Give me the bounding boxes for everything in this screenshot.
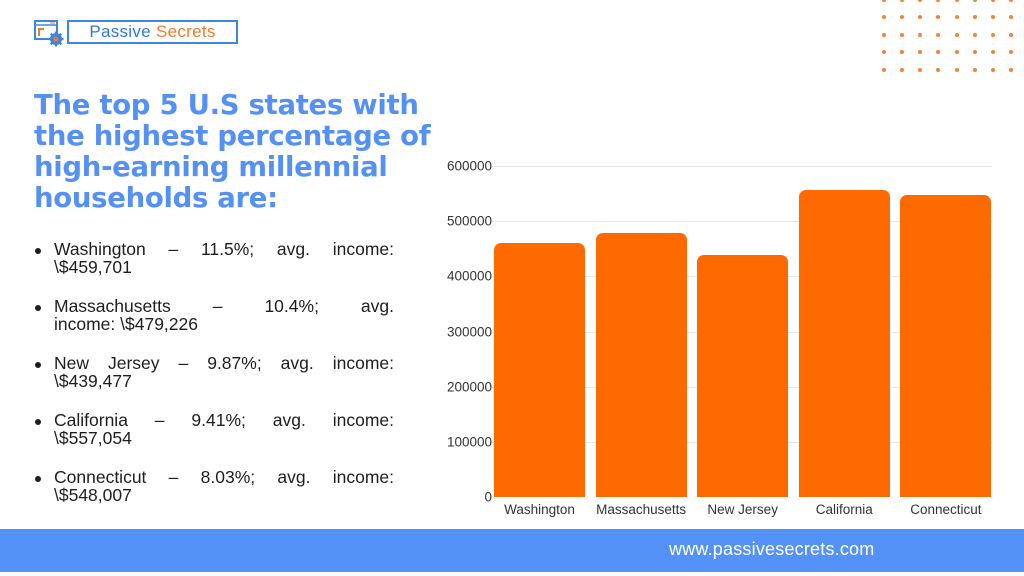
decorative-dot [973, 68, 977, 72]
decorative-dot [918, 68, 922, 72]
bar-california[interactable] [798, 189, 890, 497]
bar-washington[interactable] [494, 243, 585, 497]
decorative-dot [1009, 0, 1013, 2]
decorative-dot [991, 33, 995, 37]
list-item-washington: Washington – 11.5%; avg. income: \$459,7… [34, 240, 394, 276]
list-item-massachusetts: Massachusetts – 10.4%; avg. income: \$47… [34, 297, 394, 333]
footer-bar: www.passivesecrets.com [0, 529, 1024, 572]
footer-website-link[interactable]: www.passivesecrets.com [669, 539, 875, 559]
x-axis-category-label: California [815, 502, 873, 517]
list-item-income: income: \$479,226 [54, 314, 198, 334]
decorative-dot [936, 50, 940, 54]
decorative-dot [973, 33, 977, 37]
state-list: Washington – 11.5%; avg. income: \$459,7… [34, 240, 394, 525]
decorative-dot [882, 15, 886, 19]
decorative-dot [936, 33, 940, 37]
y-axis-tick-label: 0 [484, 489, 492, 505]
logo-word-secrets: Secrets [155, 22, 216, 41]
list-item-income: \$439,477 [54, 371, 132, 391]
list-item-text: New Jersey – 9.87%; avg. income: [54, 353, 394, 373]
decorative-dot [1009, 68, 1013, 72]
decorative-dot [936, 68, 940, 72]
bar-connecticut[interactable] [900, 194, 992, 497]
y-axis-tick-label: 100000 [446, 434, 492, 450]
x-axis-category-label: New Jersey [707, 502, 778, 517]
decorative-dot [955, 33, 959, 37]
decorative-dot [1009, 15, 1013, 19]
decorative-dot [936, 15, 940, 19]
gridline [492, 166, 992, 167]
bar-massachusetts[interactable] [595, 232, 687, 497]
y-axis-tick-label: 300000 [446, 324, 492, 339]
gridline [492, 221, 992, 223]
page-title: The top 5 U.S states with the highest pe… [34, 89, 431, 214]
x-axis-category-label: Massachusetts [596, 502, 687, 517]
list-item-connecticut: Connecticut – 8.03%; avg. income: \$548,… [34, 468, 394, 504]
list-item-text: California – 9.41%; avg. income: [54, 410, 394, 430]
decorative-dot-grid [0, 0, 1024, 100]
list-item-income: \$459,701 [54, 257, 132, 277]
browser-gear-icon [34, 20, 64, 47]
list-item-california: California – 9.41%; avg. income: \$557,0… [34, 411, 394, 447]
x-axis-category-label: Washington [504, 502, 575, 517]
decorative-dot [882, 50, 886, 54]
list-item-text: Connecticut – 8.03%; avg. income: [54, 467, 394, 487]
decorative-dot [991, 68, 995, 72]
decorative-dot [900, 33, 904, 37]
list-item-income: \$548,007 [54, 485, 132, 505]
decorative-dot [955, 0, 959, 2]
list-item-text: Massachusetts – 10.4%; avg. [54, 296, 394, 316]
decorative-dot [918, 33, 922, 37]
decorative-dot [973, 0, 977, 2]
decorative-dot [991, 50, 995, 54]
list-item-income: \$557,054 [54, 428, 132, 448]
decorative-dot [918, 50, 922, 54]
decorative-dot [882, 68, 886, 72]
decorative-dot [900, 68, 904, 72]
bar-new-jersey[interactable] [697, 254, 789, 497]
y-axis-tick-label: 500000 [446, 213, 492, 229]
decorative-dot [955, 50, 959, 54]
decorative-dot [955, 15, 959, 19]
y-axis-tick-label: 400000 [446, 268, 492, 284]
decorative-dot [918, 0, 922, 2]
decorative-dot [900, 0, 904, 2]
y-axis-tick-label: 200000 [446, 379, 492, 395]
decorative-dot [1009, 50, 1013, 54]
decorative-dot [936, 0, 940, 2]
decorative-dot [900, 50, 904, 54]
list-item-text: Washington – 11.5%; avg. income: [54, 239, 394, 259]
logo[interactable]: Passive Secrets [34, 20, 238, 47]
decorative-dot [900, 15, 904, 19]
y-axis-tick-label: 600000 [446, 158, 492, 174]
logo-wordmark: Passive Secrets [67, 20, 238, 44]
decorative-dot [882, 33, 886, 37]
decorative-dot [973, 50, 977, 54]
decorative-dot [882, 0, 886, 2]
decorative-dot [955, 68, 959, 72]
decorative-dot [973, 15, 977, 19]
decorative-dot [1009, 33, 1013, 37]
x-axis-category-label: Connecticut [910, 502, 982, 517]
logo-word-passive: Passive [89, 22, 151, 41]
decorative-dot [991, 0, 995, 2]
list-item-new-jersey: New Jersey – 9.87%; avg. income: \$439,4… [34, 354, 394, 390]
income-bar-chart: 0 100000 200000 300000 400000 500000 600000 Was… [420, 150, 1020, 525]
decorative-dot [918, 15, 922, 19]
decorative-dot [991, 15, 995, 19]
